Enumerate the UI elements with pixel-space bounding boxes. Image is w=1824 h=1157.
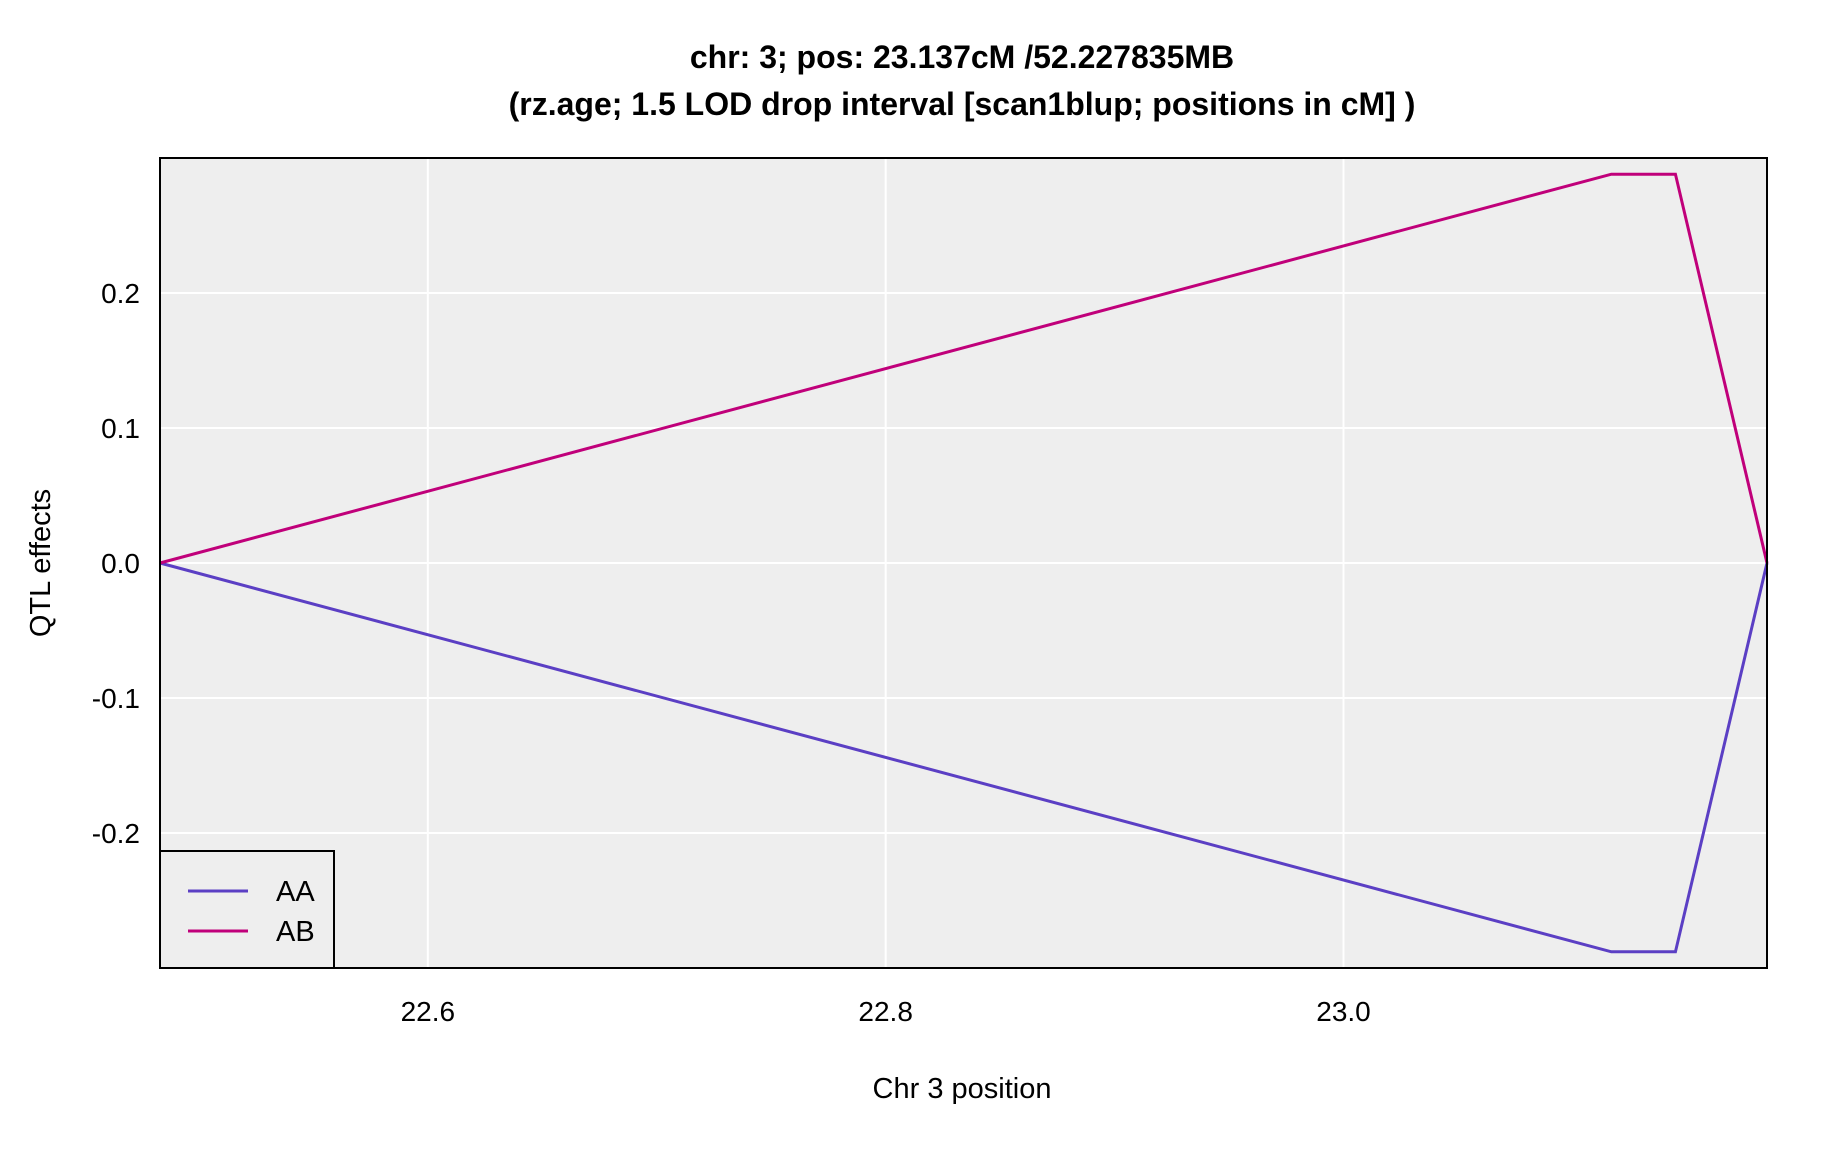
x-tick-label: 22.8 <box>858 996 913 1027</box>
chart-title: chr: 3; pos: 23.137cM /52.227835MB <box>690 39 1234 75</box>
legend: AA AB <box>159 850 335 969</box>
series-line-ab <box>159 172 1769 565</box>
x-tick-label: 23.0 <box>1316 996 1371 1027</box>
chart-subtitle: (rz.age; 1.5 LOD drop interval [scan1blu… <box>509 86 1416 122</box>
x-tick-label: 22.6 <box>401 996 456 1027</box>
y-tick-labels: -0.2 -0.1 0.0 0.1 0.2 <box>92 278 140 849</box>
x-axis-label: Chr 3 position <box>873 1073 1052 1105</box>
legend-items: AA AB <box>188 876 315 948</box>
plot-frame <box>159 157 1768 969</box>
x-tick-labels: 22.6 22.8 23.0 <box>401 996 1371 1027</box>
y-tick-label: -0.2 <box>92 818 140 849</box>
y-tick-label: -0.1 <box>92 683 140 714</box>
series-line-aa <box>159 561 1769 954</box>
y-tick-label: 0.0 <box>101 548 140 579</box>
legend-box <box>159 850 335 969</box>
legend-label-aa: AA <box>276 876 315 908</box>
y-tick-label: 0.2 <box>101 278 140 309</box>
y-axis-label: QTL effects <box>25 489 57 637</box>
legend-label-ab: AB <box>276 916 315 948</box>
grid-lines <box>160 158 1767 968</box>
y-tick-label: 0.1 <box>101 413 140 444</box>
series-lines <box>159 172 1769 954</box>
